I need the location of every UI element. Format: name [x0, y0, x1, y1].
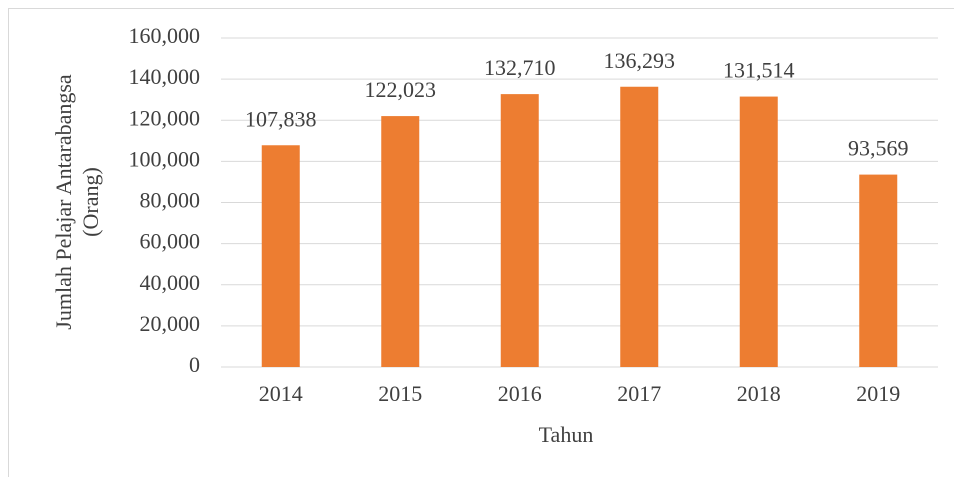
data-label: 136,293	[604, 48, 676, 73]
chart-border	[8, 8, 954, 477]
y-tick-label: 80,000	[140, 188, 201, 213]
bar	[739, 96, 778, 367]
x-tick-label: 2016	[498, 381, 542, 406]
bar	[500, 94, 539, 368]
data-label: 131,514	[723, 58, 795, 83]
x-tick-label: 2015	[378, 381, 422, 406]
bar	[620, 86, 659, 367]
data-label: 107,838	[245, 106, 317, 131]
x-axis-label: Tahun	[539, 422, 594, 447]
data-label: 122,023	[365, 77, 437, 102]
y-tick-label: 60,000	[140, 229, 201, 254]
y-tick-label: 120,000	[129, 105, 201, 130]
x-tick-label: 2019	[856, 381, 900, 406]
y-tick-label: 100,000	[129, 146, 201, 171]
y-tick-label: 160,000	[129, 23, 201, 48]
y-tick-label: 0	[189, 352, 200, 377]
bar	[859, 174, 898, 367]
y-tick-label: 40,000	[140, 270, 201, 295]
bar	[261, 145, 300, 367]
y-tick-label: 140,000	[129, 64, 201, 89]
x-tick-label: 2018	[737, 381, 781, 406]
y-axis-label: Jumlah Pelajar Antarabangsa	[51, 74, 76, 330]
x-tick-label: 2017	[617, 381, 661, 406]
data-label: 93,569	[848, 136, 909, 161]
bar	[381, 116, 420, 367]
y-axis-label: (Orang)	[78, 167, 103, 237]
data-label: 132,710	[484, 55, 556, 80]
y-tick-label: 20,000	[140, 311, 201, 336]
x-tick-label: 2014	[259, 381, 303, 406]
